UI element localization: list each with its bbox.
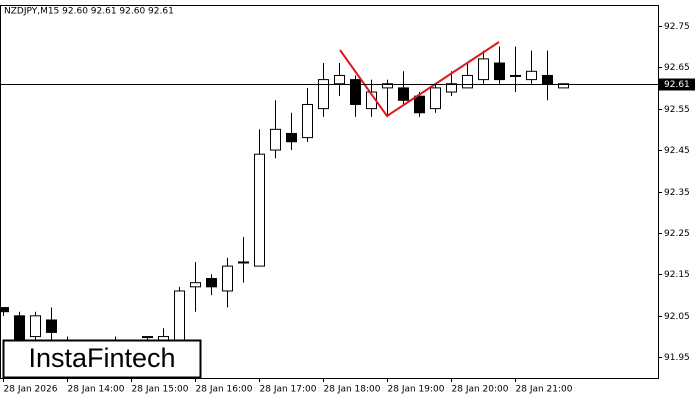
x-tick-label: 28 Jan 14:00 [68,385,125,395]
plot-area [0,46,569,354]
candle-body [0,307,9,313]
logo-box [2,339,202,379]
candle-body [350,79,361,105]
y-tick-label: 91.95 [664,353,690,363]
candle-body [462,74,473,89]
chart-title: NZDJPY,M15 92.60 92.61 92.60 92.61 [4,7,174,17]
candle-body [398,87,409,101]
candle-body [382,83,393,89]
candle-body [478,58,489,81]
candle-body [238,261,249,264]
candle-body [334,74,345,85]
candle-body [542,74,553,85]
candle-body [494,62,505,81]
y-tick-label: 92.45 [664,146,690,156]
candle-body [46,319,57,333]
candle-body [190,282,201,288]
y-tick-label: 92.15 [664,270,690,280]
x-tick-label: 28 Jan 18:00 [324,385,381,395]
current-price-label: 92.61 [664,80,690,90]
candle-body [30,315,41,338]
candle-body [206,278,217,288]
candle-body [286,132,297,143]
plot-frame [0,5,659,379]
x-tick-label: 28 Jan 17:00 [260,385,317,395]
candle-body [510,74,521,77]
x-tick-label: 28 Jan 15:00 [132,385,189,395]
y-tick-label: 92.75 [664,22,690,32]
candle-body [526,70,537,81]
candle-body [14,315,25,342]
x-tick-label: 28 Jan 20:00 [452,385,509,395]
candle-body [222,265,233,292]
candle-body [270,128,281,151]
candle-body [318,79,329,110]
y-tick-label: 92.65 [664,63,690,73]
y-tick-label: 92.35 [664,188,690,198]
y-tick-label: 92.25 [664,229,690,239]
candle-body [414,95,425,114]
candle-body [430,87,441,110]
x-tick-label: 28 Jan 16:00 [196,385,253,395]
x-tick-label: 28 Jan 19:00 [388,385,445,395]
y-tick-label: 92.05 [664,312,690,322]
candle-body [142,336,153,339]
logo: InstaFintech [28,343,175,373]
candle-body [302,103,313,139]
x-tick-label: 28 Jan 21:00 [516,385,573,395]
double-top-pattern [339,41,500,118]
candle-body [254,153,265,267]
y-tick-label: 92.55 [664,105,690,115]
candle-body [558,83,569,89]
candle-body [446,83,457,93]
current-price-box [659,78,695,91]
x-tick-label: 28 Jan 2026 [4,385,58,395]
